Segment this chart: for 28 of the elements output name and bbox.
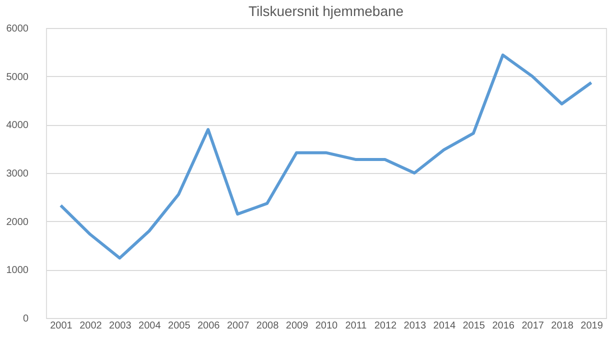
x-tick-label: 2008 xyxy=(256,320,280,332)
y-tick-label: 2000 xyxy=(6,216,29,228)
x-tick-label: 2002 xyxy=(80,320,102,332)
x-tick-label: 2015 xyxy=(462,320,486,332)
line-series xyxy=(59,54,593,260)
x-tick-label: 2007 xyxy=(226,320,250,332)
x-tick-label: 2014 xyxy=(433,320,456,332)
x-tick-label: 2001 xyxy=(50,320,73,332)
y-tick-label: 3000 xyxy=(6,168,29,180)
x-tick-label: 2018 xyxy=(551,320,574,332)
y-tick-label: 6000 xyxy=(6,24,29,34)
x-tick-label: 2005 xyxy=(168,320,191,332)
x-tick-label: 2009 xyxy=(286,320,309,332)
x-tick-label: 2006 xyxy=(197,320,220,332)
x-tick-label: 2016 xyxy=(492,320,515,332)
chart-title: Tilskuersnit hjemmebane xyxy=(248,3,404,19)
y-tick-label: 5000 xyxy=(6,72,29,83)
x-tick-label: 2010 xyxy=(315,320,338,332)
x-tick-label: 2003 xyxy=(109,320,132,332)
x-tick-label: 2004 xyxy=(138,320,162,332)
y-tick-label: 4000 xyxy=(6,120,29,132)
x-tick-label: 2013 xyxy=(404,320,426,332)
x-tick-label: 2011 xyxy=(345,320,368,332)
y-tick-label: 0 xyxy=(22,314,29,324)
x-tick-label: 2019 xyxy=(580,320,604,332)
x-tick-label: 2017 xyxy=(522,320,544,332)
x-tick-label: 2012 xyxy=(374,320,398,332)
y-tick-label: 1000 xyxy=(6,265,29,276)
